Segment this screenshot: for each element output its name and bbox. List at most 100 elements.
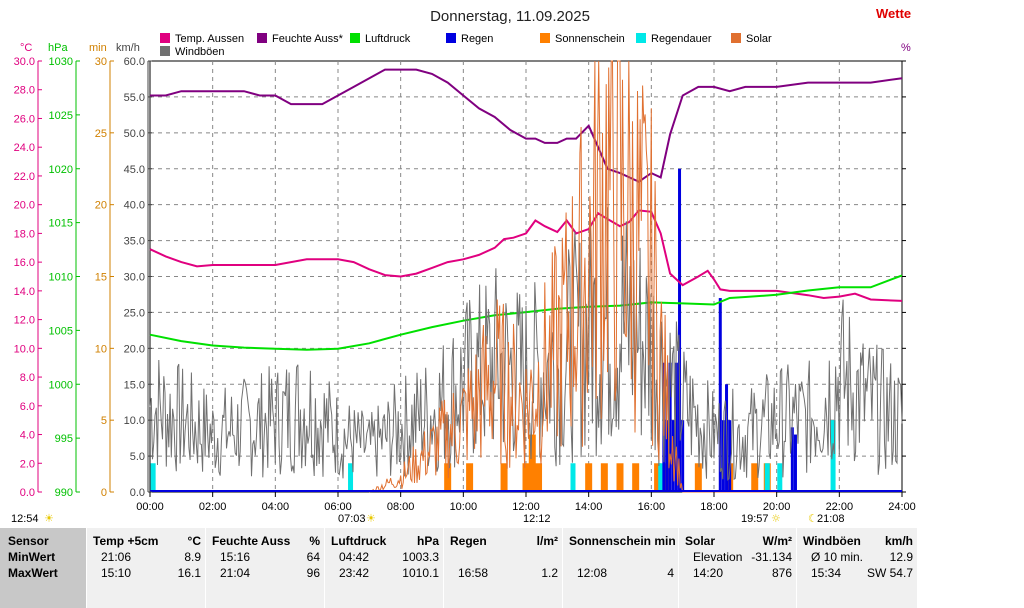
legend-label: Feuchte Auss* <box>272 33 344 45</box>
moon-icon: ☾ <box>808 512 818 525</box>
press-tick-label: 1010 <box>49 272 73 284</box>
sunshine-bar <box>600 463 608 492</box>
legend-swatch <box>257 33 267 43</box>
press-tick-label: 990 <box>55 487 73 499</box>
dur-tick-label: 20 <box>95 200 107 212</box>
press-tick-label: 995 <box>55 433 73 445</box>
legend-swatch <box>446 33 456 43</box>
cell-value: 1010.1 <box>402 566 439 580</box>
cell-value: 4 <box>667 566 674 580</box>
now-time: 12:54 <box>11 513 39 525</box>
speed-tick-label: 60.0 <box>124 56 145 68</box>
weather-chart: 30.0 28.0 26.0 24.0 22.0 20.0 18.0 16.0 14.0 12.0… <box>11 6 916 525</box>
table-column: Regen l/m² 16:58 1.2 <box>443 528 562 608</box>
noon-time: 12:12 <box>523 513 551 525</box>
temp-tick-label: 6.0 <box>20 401 35 413</box>
x-tick-label: 16:00 <box>638 501 666 513</box>
x-tick-label: 02:00 <box>199 501 227 513</box>
legend-label: Temp. Aussen <box>175 33 244 45</box>
cell-value: 876 <box>771 566 792 580</box>
table-column: Temp +5cm °C 21:06 8.9 15:10 16.1 <box>86 528 205 608</box>
rain-bar <box>718 298 722 492</box>
speed-tick-label: 55.0 <box>124 92 145 104</box>
speed-tick-label: 30.0 <box>124 272 145 284</box>
sunshine-bar <box>528 434 536 492</box>
legend-label: Sonnenschein <box>555 33 625 45</box>
column-unit: km/h <box>884 534 913 548</box>
temp-aussen-line <box>149 209 903 302</box>
press-tick-label: 1030 <box>49 56 73 68</box>
x-tick-label: 24:00 <box>888 501 916 513</box>
speed-tick-label: 0.0 <box>130 487 145 499</box>
sunshine-bar <box>694 463 702 492</box>
feuchte-auss-line <box>150 68 903 183</box>
percent-unit: % <box>901 42 911 54</box>
temp-tick-label: 24.0 <box>14 142 35 154</box>
press-tick-label: 1000 <box>49 379 73 391</box>
cell-value: SW 54.7 <box>866 566 913 580</box>
cell-time: 15:34 <box>811 566 842 580</box>
rain-bar <box>678 168 682 492</box>
raindur-bar <box>570 463 576 492</box>
x-tick-label: 04:00 <box>262 501 290 513</box>
temp-tick-label: 14.0 <box>14 286 35 298</box>
cell-value: 64 <box>306 550 320 564</box>
cell-time: 21:04 <box>220 566 251 580</box>
table-column: Windböen km/h Ø 10 min. 12.9 15:34 SW 54.7 <box>796 528 917 608</box>
legend-swatch <box>636 33 646 43</box>
legend-swatch <box>731 33 741 43</box>
speed-tick-label: 25.0 <box>124 307 145 319</box>
column-unit: % <box>309 534 320 548</box>
dur-unit: min <box>89 42 107 54</box>
cell-value: 1.2 <box>541 566 558 580</box>
legend-swatch <box>540 33 550 43</box>
cell-value: 96 <box>306 566 320 580</box>
press-unit: hPa <box>48 42 68 54</box>
press-tick-label: 1005 <box>49 325 73 337</box>
column-header: Sonnenschein min <box>569 534 676 548</box>
raindur-bar <box>348 463 354 492</box>
rain-bar <box>793 434 797 492</box>
dur-tick-label: 0 <box>101 487 107 499</box>
sunshine-bar <box>466 463 474 492</box>
x-tick-label: 22:00 <box>826 501 854 513</box>
sunrise-time: 07:03 <box>338 513 366 525</box>
row-label-sensor: Sensor <box>8 534 49 548</box>
brand-text: Wette <box>876 6 911 21</box>
raindur-bar <box>764 463 770 492</box>
raindur-bar <box>658 463 664 492</box>
row-label-min: MinWert <box>8 550 56 564</box>
raindur-bar <box>777 463 783 492</box>
sunshine-bar <box>654 463 662 492</box>
sunshine-bar <box>500 463 508 492</box>
speed-unit: km/h <box>116 42 140 54</box>
x-ticks: 00:00 02:00 04:00 06:00 08:00 10:00 12:00 14:00… <box>136 492 916 513</box>
speed-tick-label: 45.0 <box>124 164 145 176</box>
sunshine-bar <box>585 463 593 492</box>
column-unit: W/m² <box>762 534 792 548</box>
x-tick-label: 20:00 <box>763 501 791 513</box>
temp-tick-label: 16.0 <box>14 257 35 269</box>
column-header: Regen <box>450 534 487 548</box>
stats-table: Sensor MinWert MaxWert Temp +5cm °C 21:06 8… <box>0 528 917 608</box>
rain-bar <box>790 427 794 492</box>
speed-tick-label: 5.0 <box>130 451 145 463</box>
legend-label: Regendauer <box>651 33 712 45</box>
windb-en-line <box>149 207 903 481</box>
sunset-icon: ☼ <box>771 512 781 525</box>
column-unit: °C <box>187 534 201 548</box>
column-header: Luftdruck <box>331 534 387 548</box>
rain-bar <box>665 420 669 492</box>
sunshine-bar <box>444 463 452 492</box>
time-markers: 12:54 ☀ 07:03 ☀ 12:12 19:57 ☼ ☾ 21:08 <box>11 512 845 525</box>
legend-label: Regen <box>461 33 493 45</box>
cell-time: Ø 10 min. <box>811 550 864 564</box>
dur-tick-label: 10 <box>95 343 107 355</box>
cell-value: 1003.3 <box>402 550 439 564</box>
axes-layer: 30.0 28.0 26.0 24.0 22.0 20.0 18.0 16.0 14.0 12.0… <box>14 56 906 499</box>
cell-value: 12.9 <box>889 550 913 564</box>
temp-tick-label: 8.0 <box>20 372 35 384</box>
x-tick-label: 18:00 <box>700 501 728 513</box>
cell-value: -31.134 <box>751 550 792 564</box>
sun-icon: ☀ <box>44 512 54 525</box>
